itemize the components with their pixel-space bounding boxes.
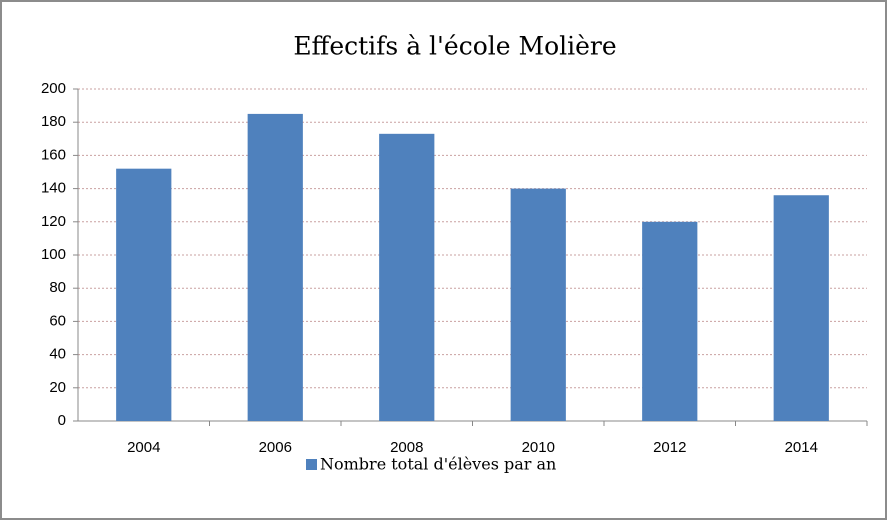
y-tick-label: 80 <box>49 279 66 296</box>
bar <box>379 133 435 421</box>
bar <box>642 221 698 421</box>
x-tick-label: 2006 <box>259 439 292 456</box>
bar <box>773 195 829 421</box>
y-tick-label: 200 <box>41 80 66 97</box>
bar <box>510 188 566 421</box>
chart-title: Effectifs à l'école Molière <box>293 32 616 61</box>
y-tick-label: 160 <box>41 146 66 163</box>
x-tick-label: 2010 <box>522 439 555 456</box>
x-tick-label: 2012 <box>653 439 686 456</box>
x-tick-label: 2014 <box>785 439 818 456</box>
x-tick-label: 2008 <box>390 439 423 456</box>
y-tick-label: 0 <box>58 412 66 429</box>
legend-label: Nombre total d'élèves par an <box>320 455 556 474</box>
y-tick-label: 100 <box>41 246 66 263</box>
y-tick-label: 120 <box>41 213 66 230</box>
legend-swatch <box>306 459 317 470</box>
bar <box>247 113 303 422</box>
y-tick-label: 40 <box>49 346 66 363</box>
bar <box>116 168 172 421</box>
y-tick-label: 20 <box>49 379 66 396</box>
y-tick-label: 180 <box>41 113 66 130</box>
x-tick-label: 2004 <box>127 439 160 456</box>
y-tick-label: 60 <box>49 312 66 329</box>
y-tick-label: 140 <box>41 180 66 197</box>
